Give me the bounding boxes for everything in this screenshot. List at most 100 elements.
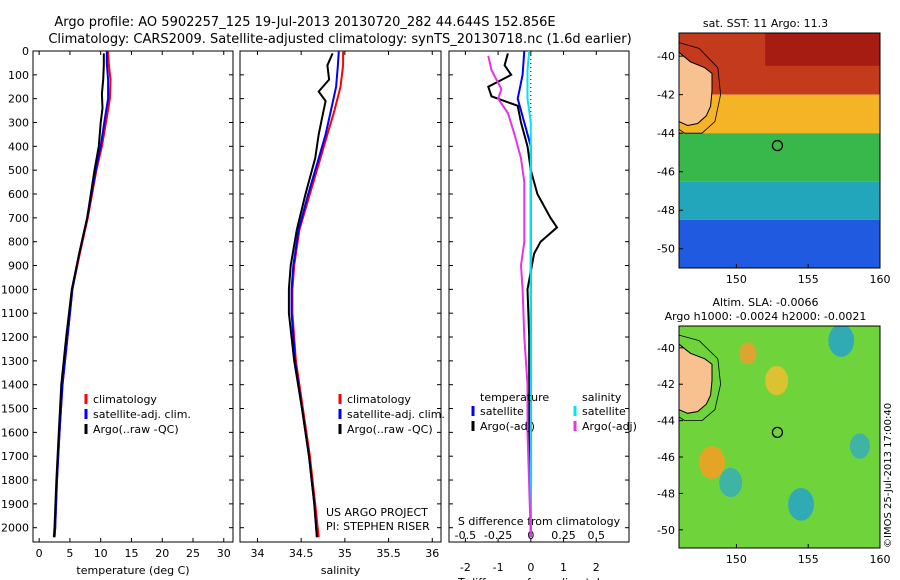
x-tick-label: 0	[527, 561, 534, 574]
legend-entry: satellite	[480, 405, 524, 418]
plot-frame	[239, 50, 442, 543]
legend-entry: Argo(-adj)	[480, 420, 535, 433]
credit-line-2: PI: STEPHEN RISER	[326, 520, 430, 533]
x-tick-label: 155	[798, 273, 819, 286]
s-axis-label: S difference from climatology	[458, 515, 621, 528]
x-tick-label: 15	[124, 547, 138, 560]
x-tick-label: 34	[250, 547, 264, 560]
y-tick-label: 400	[8, 140, 29, 153]
x-tick-label: 10	[94, 547, 108, 560]
x-tick-label: -2	[460, 561, 471, 574]
x-tick-label: 1	[560, 561, 567, 574]
y-tick-label: -40	[657, 50, 675, 63]
map-region	[765, 33, 880, 66]
map-field	[679, 326, 880, 548]
legend-entry: satellite-adj. clim.	[347, 408, 445, 421]
x-tick-label: 160	[870, 553, 891, 566]
y-tick-label: 1300	[1, 355, 29, 368]
series-line	[526, 50, 532, 538]
y-tick-label: -42	[657, 378, 675, 391]
header-line-2: Climatology: CARS2009. Satellite-adjuste…	[48, 32, 631, 47]
y-tick-label: -40	[657, 342, 675, 355]
y-tick-label: 1200	[1, 331, 29, 344]
x-tick-label: 160	[870, 273, 891, 286]
y-tick-label: -42	[657, 89, 675, 102]
map-anomaly	[699, 446, 725, 479]
y-tick-label: 0	[22, 45, 29, 58]
x-tick-label: 5	[66, 547, 73, 560]
y-tick-label: 100	[8, 69, 29, 82]
side-stamp: ©IMOS 25-Jul-2013 17:00:40	[883, 403, 894, 548]
x-axis-label: T difference from climatology	[457, 576, 620, 580]
x-tick-label: 34.5	[289, 547, 314, 560]
y-tick-label: 1100	[1, 307, 29, 320]
y-tick-label: -44	[657, 415, 675, 428]
series-line	[487, 53, 559, 538]
map-title: sat. SST: 11 Argo: 11.3	[703, 17, 828, 30]
map-title: Altim. SLA: -0.0066	[712, 296, 818, 309]
s-tick-label: 0.25	[551, 529, 576, 542]
land-tasmania	[679, 51, 713, 127]
credit-line-1: US ARGO PROJECT	[326, 506, 428, 519]
y-tick-label: 300	[8, 117, 29, 130]
map-anomaly	[765, 366, 789, 396]
y-tick-label: -46	[657, 451, 675, 464]
x-tick-label: 2	[593, 561, 600, 574]
legend-entry: Argo(..raw -QC)	[93, 423, 179, 436]
map-title: Argo h1000: -0.0024 h2000: -0.0021	[665, 310, 867, 323]
map-anomaly	[849, 433, 870, 459]
map-frame	[678, 32, 881, 269]
plot-frame	[32, 50, 234, 543]
x-tick-label: 35	[338, 547, 352, 560]
sla-map-panel: 150 155 160 -40 -42 -44 -46 -48 -50 Altim. SLA: -…	[657, 296, 890, 566]
y-tick-label: -50	[657, 243, 675, 256]
map-anomaly	[828, 326, 855, 357]
y-tick-label: 200	[8, 93, 29, 106]
x-tick-label: 35.5	[376, 547, 401, 560]
series-line	[487, 55, 532, 538]
legend-entry: climatology	[93, 393, 157, 406]
y-tick-label: 800	[8, 236, 29, 249]
salinity-panel: 34 34.5 35 35.5 36 salinity climatology satelli…	[239, 50, 445, 577]
difference-panel: -2 -1 0 1 2-0.5 -0.25 0 0.25 0.5S difference fro…	[448, 50, 637, 580]
y-tick-label: 500	[8, 164, 29, 177]
y-tick-label: -48	[657, 487, 675, 500]
header-line-1: Argo profile: AO 5902257_125 19-Jul-2013…	[54, 15, 555, 30]
argo-location-marker	[771, 139, 784, 152]
x-tick-label: 0	[36, 547, 43, 560]
y-tick-label: 1400	[1, 379, 29, 392]
map-frame	[678, 325, 881, 549]
map-anomaly	[719, 467, 743, 498]
y-tick-label: 1800	[1, 474, 29, 487]
y-tick-label: 2000	[1, 522, 29, 535]
x-tick-label: 150	[726, 273, 747, 286]
map-region	[679, 181, 880, 220]
legend-entry: climatology	[347, 393, 411, 406]
legend-title: temperature	[480, 391, 549, 404]
x-axis-label: temperature (deg C)	[76, 564, 189, 577]
legend-entry: Argo(..raw -QC)	[347, 423, 433, 436]
s-tick-label: 0.5	[588, 529, 606, 542]
legend-title: salinity	[582, 391, 622, 404]
y-tick-label: 700	[8, 212, 29, 225]
series-line	[287, 52, 334, 538]
series-line	[52, 53, 105, 538]
map-anomaly	[739, 342, 757, 365]
s-tick-label: -0.5	[455, 529, 476, 542]
y-tick-label: 1600	[1, 426, 29, 439]
y-tick-label: 1700	[1, 450, 29, 463]
x-tick-label: 30	[217, 547, 231, 560]
legend-entry: satellite	[582, 405, 626, 418]
temperature-panel: 0100200300400500600700800900100011001200…	[1, 45, 234, 577]
legend-entry: Argo(-adj)	[582, 420, 637, 433]
x-tick-label: -1	[493, 561, 504, 574]
y-tick-label: 600	[8, 188, 29, 201]
y-tick-label: -46	[657, 166, 675, 179]
x-tick-label: 20	[155, 547, 169, 560]
shelf-contour	[679, 334, 722, 422]
s-tick-label: -0.25	[484, 529, 512, 542]
map-region	[679, 94, 880, 134]
map-field	[679, 33, 880, 268]
map-anomaly	[788, 487, 814, 521]
